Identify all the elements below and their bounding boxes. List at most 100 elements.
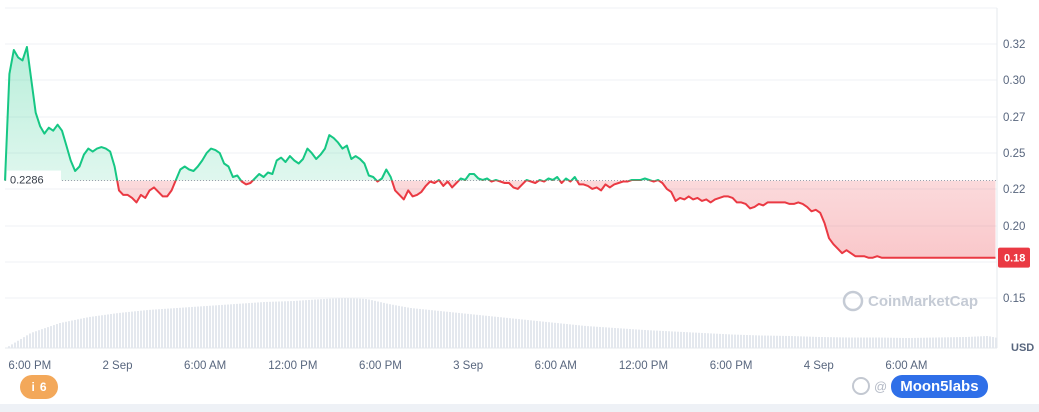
volume-bar xyxy=(782,335,784,348)
volume-bar xyxy=(248,303,250,348)
volume-bar xyxy=(134,311,136,348)
volume-bar xyxy=(86,317,88,348)
volume-bar xyxy=(776,335,778,348)
volume-bar xyxy=(53,325,55,348)
volume-bar xyxy=(56,324,58,348)
volume-bar xyxy=(545,321,547,348)
volume-bar xyxy=(521,319,523,348)
volume-bar xyxy=(407,307,409,348)
volume-bar xyxy=(425,309,427,348)
volume-bar xyxy=(44,328,46,348)
volume-bar xyxy=(611,327,613,348)
volume-bar xyxy=(878,337,880,348)
volume-bar xyxy=(398,305,400,348)
volume-bar xyxy=(743,334,745,348)
info-badge[interactable]: i 6 xyxy=(20,375,58,399)
volume-bar xyxy=(122,312,124,348)
volume-bar xyxy=(755,335,757,348)
volume-bar xyxy=(854,337,856,348)
volume-bar xyxy=(431,310,433,348)
volume-bar xyxy=(977,336,979,348)
volume-bar xyxy=(191,306,193,348)
volume-bar xyxy=(365,298,367,348)
x-tick-label: 6:00 PM xyxy=(8,360,51,372)
volume-bar xyxy=(749,335,751,348)
volume-bar xyxy=(818,336,820,348)
volume-bar xyxy=(920,337,922,348)
volume-bar xyxy=(845,337,847,348)
area-above-reference xyxy=(5,47,659,181)
volume-bar xyxy=(362,298,364,348)
volume-bar xyxy=(803,336,805,348)
volume-bar xyxy=(506,317,508,348)
volume-bar xyxy=(908,337,910,348)
volume-bar xyxy=(269,301,271,348)
volume-bar xyxy=(665,331,667,348)
volume-bar xyxy=(146,310,148,348)
volume-bar xyxy=(794,336,796,348)
volume-bar xyxy=(80,318,82,348)
volume-bar xyxy=(716,333,718,348)
volume-bar xyxy=(536,320,538,348)
volume-bar xyxy=(827,337,829,348)
volume-bar xyxy=(947,337,949,348)
bottom-scroll-strip xyxy=(0,404,1039,412)
volume-bar xyxy=(107,314,109,348)
volume-bar xyxy=(989,336,991,348)
volume-bar xyxy=(566,324,568,348)
volume-bar xyxy=(311,299,313,348)
volume-bar xyxy=(461,313,463,348)
volume-bar xyxy=(455,312,457,348)
volume-bar xyxy=(863,337,865,348)
volume-bar xyxy=(875,337,877,348)
volume-bar xyxy=(938,337,940,348)
volume-bar xyxy=(380,302,382,348)
volume-bar xyxy=(437,310,439,348)
volume-bar xyxy=(632,329,634,348)
volume-bar xyxy=(101,315,103,348)
x-tick-label: 4 Sep xyxy=(804,360,834,372)
volume-bar xyxy=(890,337,892,348)
volume-bar xyxy=(638,329,640,348)
volume-bar xyxy=(575,324,577,348)
volume-bar xyxy=(530,320,532,348)
volume-bar xyxy=(662,330,664,348)
volume-bar xyxy=(239,303,241,348)
volume-bar xyxy=(347,298,349,348)
volume-bar xyxy=(263,302,265,348)
volume-bar xyxy=(539,321,541,348)
volume-bar xyxy=(563,323,565,348)
volume-bar xyxy=(512,318,514,348)
volume-bar xyxy=(491,316,493,348)
x-tick-label: 6:00 AM xyxy=(535,360,577,372)
volume-bar xyxy=(842,337,844,348)
volume-bar xyxy=(449,312,451,348)
volume-bar xyxy=(296,300,298,348)
volume-bar xyxy=(164,308,166,348)
volume-bar xyxy=(560,323,562,348)
volume-bar xyxy=(8,346,10,348)
volume-bar xyxy=(635,329,637,348)
volume-bar xyxy=(833,337,835,348)
volume-bar xyxy=(158,309,160,348)
volume-bar xyxy=(173,308,175,348)
volume-bar xyxy=(731,334,733,348)
y-tick-label: 0.20 xyxy=(1003,221,1025,233)
volume-bar xyxy=(800,336,802,348)
volume-bar xyxy=(608,327,610,348)
volume-bar xyxy=(701,332,703,348)
volume-bar xyxy=(332,298,334,348)
volume-bar xyxy=(626,328,628,348)
volume-bar xyxy=(668,331,670,348)
watermark-text: CoinMarketCap xyxy=(868,293,978,310)
volume-bar xyxy=(515,318,517,348)
volume-bar xyxy=(314,299,316,348)
volume-bar xyxy=(518,319,520,348)
volume-bar xyxy=(470,314,472,348)
volume-bar xyxy=(941,337,943,348)
volume-bar xyxy=(176,307,178,348)
volume-bar xyxy=(128,311,130,348)
volume-bar xyxy=(395,305,397,348)
volume-bar xyxy=(494,316,496,348)
volume-bar xyxy=(707,333,709,348)
